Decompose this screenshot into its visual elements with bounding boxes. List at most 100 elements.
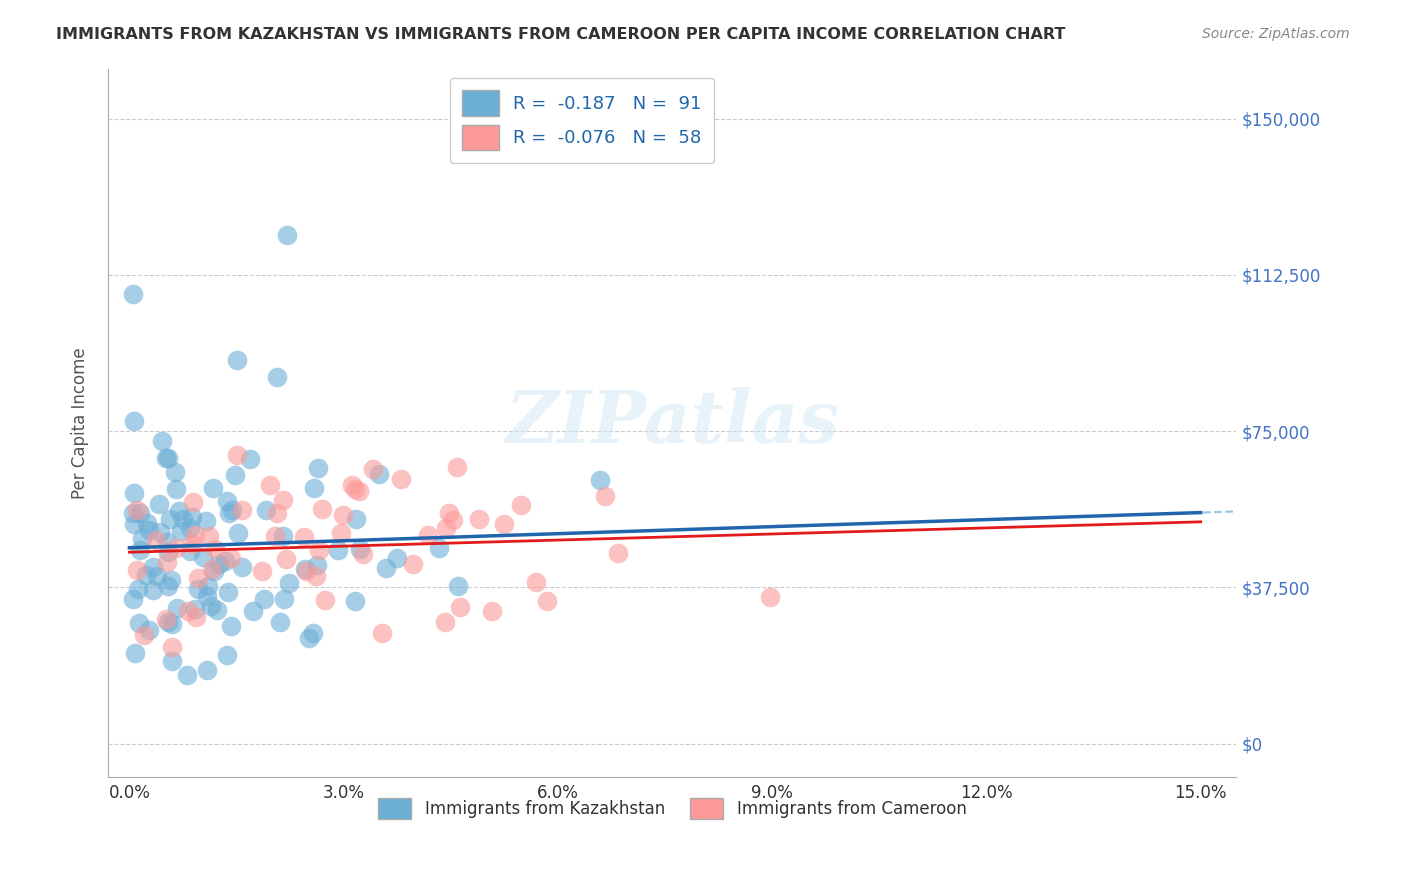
Immigrants from Cameroon (183, 494, 205, 508)
Immigrants from Cameroon (295, 564, 318, 578)
Immigrants from Kazakhstan (195, 663, 218, 677)
Immigrants from Cameroon (250, 564, 273, 578)
Immigrants from Cameroon (204, 541, 226, 556)
Immigrants from Kazakhstan (135, 568, 157, 582)
Immigrants from Cameroon (342, 478, 364, 492)
Immigrants from Kazakhstan (128, 543, 150, 558)
Immigrants from Kazakhstan (156, 535, 179, 549)
Immigrants from Kazakhstan (202, 481, 225, 495)
Immigrants from Kazakhstan (148, 497, 170, 511)
Immigrants from Kazakhstan (122, 516, 145, 531)
Immigrants from Kazakhstan (165, 483, 187, 497)
Immigrants from Cameroon (389, 472, 412, 486)
Immigrants from Kazakhstan (122, 485, 145, 500)
Immigrants from Kazakhstan (122, 506, 145, 520)
Immigrants from Cameroon (181, 537, 204, 551)
Immigrants from Cameroon (433, 615, 456, 629)
Immigrants from Kazakhstan (138, 523, 160, 537)
Y-axis label: Per Capita Income: Per Capita Income (72, 347, 89, 499)
Immigrants from Kazakhstan (277, 576, 299, 591)
Immigrants from Kazakhstan (157, 451, 180, 466)
Text: ZIPatlas: ZIPatlas (505, 387, 839, 458)
Immigrants from Cameroon (165, 541, 187, 556)
Immigrants from Kazakhstan (172, 511, 194, 525)
Immigrants from Kazakhstan (122, 591, 145, 606)
Immigrants from Kazakhstan (231, 560, 253, 574)
Immigrants from Cameroon (134, 628, 156, 642)
Immigrants from Cameroon (221, 551, 243, 566)
Immigrants from Kazakhstan (326, 543, 349, 558)
Immigrants from Kazakhstan (150, 434, 173, 448)
Immigrants from Kazakhstan (138, 623, 160, 637)
Immigrants from Cameroon (492, 516, 515, 531)
Immigrants from Kazakhstan (301, 626, 323, 640)
Immigrants from Kazakhstan (276, 228, 298, 243)
Immigrants from Kazakhstan (271, 529, 294, 543)
Immigrants from Kazakhstan (187, 582, 209, 596)
Immigrants from Kazakhstan (219, 619, 242, 633)
Immigrants from Kazakhstan (205, 603, 228, 617)
Immigrants from Kazakhstan (157, 579, 180, 593)
Immigrants from Kazakhstan (193, 549, 215, 564)
Immigrants from Kazakhstan (129, 506, 152, 520)
Immigrants from Kazakhstan (266, 369, 288, 384)
Immigrants from Kazakhstan (166, 600, 188, 615)
Immigrants from Cameroon (524, 575, 547, 590)
Immigrants from Kazakhstan (302, 481, 325, 495)
Immigrants from Cameroon (314, 592, 336, 607)
Immigrants from Kazakhstan (142, 582, 165, 597)
Immigrants from Cameroon (305, 568, 328, 582)
Immigrants from Kazakhstan (145, 569, 167, 583)
Immigrants from Kazakhstan (155, 450, 177, 465)
Immigrants from Kazakhstan (162, 616, 184, 631)
Immigrants from Kazakhstan (346, 512, 368, 526)
Immigrants from Cameroon (226, 449, 249, 463)
Immigrants from Cameroon (156, 555, 179, 569)
Immigrants from Kazakhstan (122, 414, 145, 428)
Immigrants from Kazakhstan (131, 531, 153, 545)
Immigrants from Kazakhstan (214, 553, 236, 567)
Immigrants from Kazakhstan (128, 615, 150, 630)
Immigrants from Cameroon (449, 599, 471, 614)
Immigrants from Kazakhstan (163, 465, 186, 479)
Immigrants from Cameroon (434, 520, 457, 534)
Immigrants from Kazakhstan (127, 582, 149, 596)
Immigrants from Cameroon (274, 552, 297, 566)
Immigrants from Kazakhstan (349, 541, 371, 556)
Immigrants from Cameroon (198, 529, 221, 543)
Immigrants from Kazakhstan (307, 461, 329, 475)
Immigrants from Cameroon (184, 528, 207, 542)
Immigrants from Cameroon (441, 513, 464, 527)
Immigrants from Cameroon (329, 525, 352, 540)
Immigrants from Kazakhstan (160, 654, 183, 668)
Immigrants from Kazakhstan (294, 562, 316, 576)
Immigrants from Kazakhstan (170, 524, 193, 539)
Immigrants from Kazakhstan (195, 514, 218, 528)
Immigrants from Cameroon (343, 482, 366, 496)
Text: IMMIGRANTS FROM KAZAKHSTAN VS IMMIGRANTS FROM CAMEROON PER CAPITA INCOME CORRELA: IMMIGRANTS FROM KAZAKHSTAN VS IMMIGRANTS… (56, 27, 1066, 42)
Immigrants from Kazakhstan (149, 524, 172, 539)
Immigrants from Cameroon (177, 605, 200, 619)
Immigrants from Cameroon (370, 626, 392, 640)
Immigrants from Cameroon (186, 610, 208, 624)
Immigrants from Kazakhstan (226, 525, 249, 540)
Immigrants from Kazakhstan (202, 564, 225, 578)
Immigrants from Kazakhstan (136, 516, 159, 530)
Immigrants from Kazakhstan (447, 579, 470, 593)
Immigrants from Cameroon (361, 462, 384, 476)
Immigrants from Cameroon (127, 563, 149, 577)
Immigrants from Cameroon (145, 533, 167, 547)
Immigrants from Cameroon (292, 530, 315, 544)
Immigrants from Cameroon (759, 590, 782, 604)
Immigrants from Cameroon (186, 571, 208, 585)
Immigrants from Cameroon (155, 612, 177, 626)
Immigrants from Kazakhstan (269, 615, 291, 630)
Immigrants from Kazakhstan (215, 494, 238, 508)
Immigrants from Kazakhstan (124, 646, 146, 660)
Immigrants from Kazakhstan (273, 591, 295, 606)
Immigrants from Cameroon (607, 546, 630, 560)
Immigrants from Kazakhstan (200, 599, 222, 613)
Immigrants from Kazakhstan (156, 545, 179, 559)
Immigrants from Kazakhstan (217, 585, 239, 599)
Immigrants from Kazakhstan (221, 503, 243, 517)
